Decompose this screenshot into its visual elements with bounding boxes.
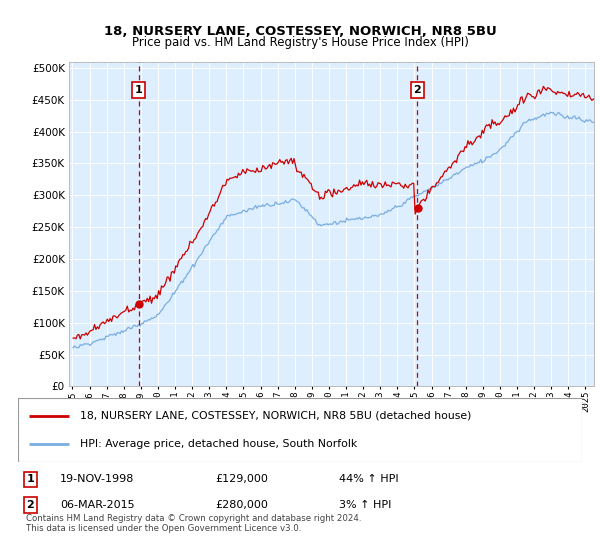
Text: 3% ↑ HPI: 3% ↑ HPI	[340, 500, 392, 510]
Text: 18, NURSERY LANE, COSTESSEY, NORWICH, NR8 5BU (detached house): 18, NURSERY LANE, COSTESSEY, NORWICH, NR…	[80, 410, 472, 421]
Text: Contains HM Land Registry data © Crown copyright and database right 2024.
This d: Contains HM Land Registry data © Crown c…	[26, 514, 362, 533]
Text: 06-MAR-2015: 06-MAR-2015	[60, 500, 135, 510]
Text: 2: 2	[413, 85, 421, 95]
Text: £129,000: £129,000	[215, 474, 268, 484]
Text: 1: 1	[135, 85, 143, 95]
Text: 2: 2	[26, 500, 34, 510]
Text: Price paid vs. HM Land Registry's House Price Index (HPI): Price paid vs. HM Land Registry's House …	[131, 36, 469, 49]
Text: £280,000: £280,000	[215, 500, 268, 510]
Text: 18, NURSERY LANE, COSTESSEY, NORWICH, NR8 5BU: 18, NURSERY LANE, COSTESSEY, NORWICH, NR…	[104, 25, 496, 38]
Text: 1: 1	[26, 474, 34, 484]
Text: 19-NOV-1998: 19-NOV-1998	[60, 474, 134, 484]
FancyBboxPatch shape	[18, 398, 582, 462]
Text: HPI: Average price, detached house, South Norfolk: HPI: Average price, detached house, Sout…	[80, 439, 357, 449]
Text: 44% ↑ HPI: 44% ↑ HPI	[340, 474, 399, 484]
